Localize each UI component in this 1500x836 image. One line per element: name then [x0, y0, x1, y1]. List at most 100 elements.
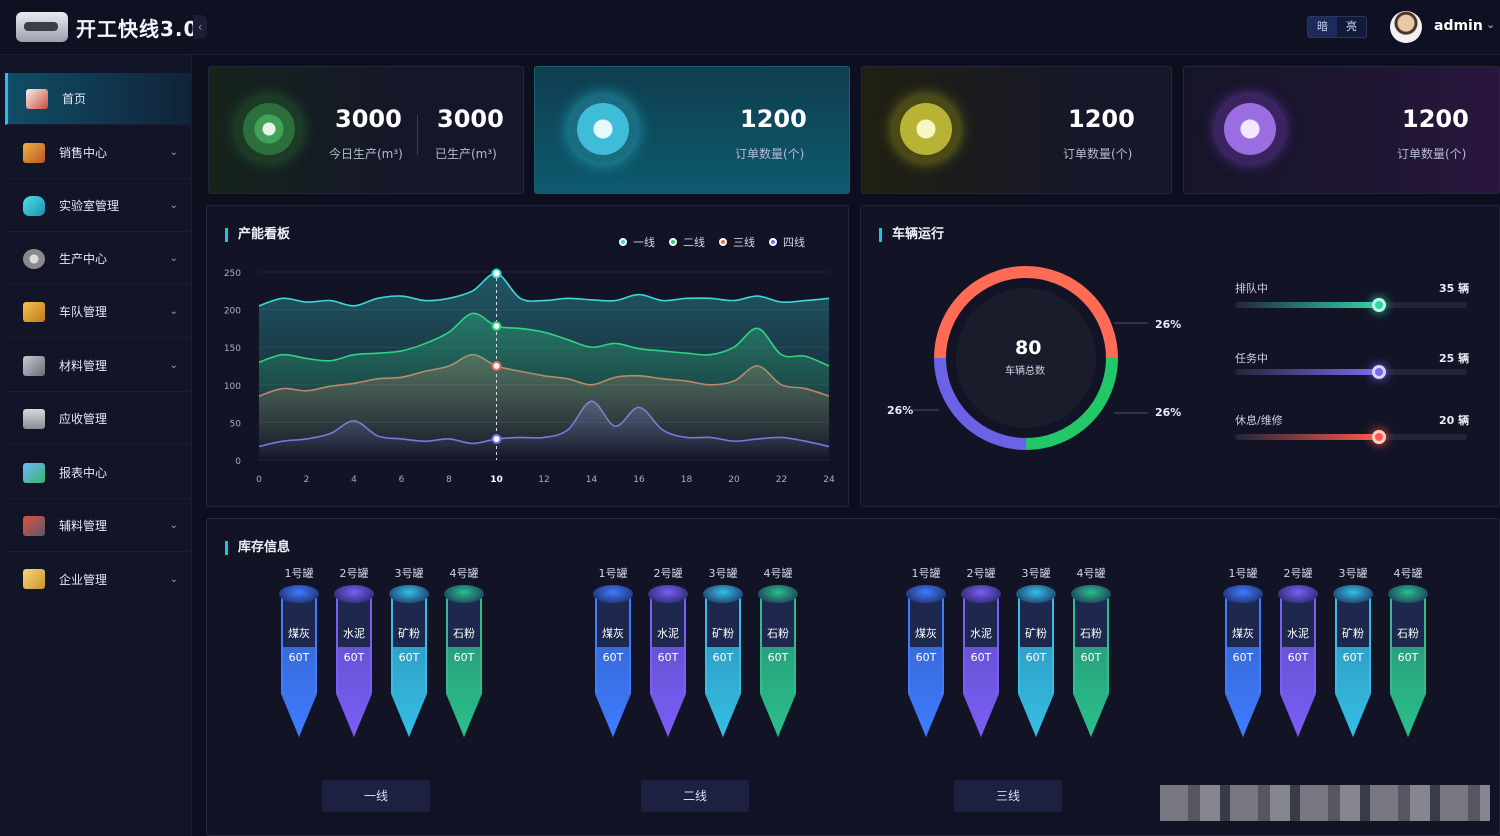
y-tick-label: 0: [235, 457, 241, 467]
tank[interactable]: 1号罐 煤灰 60T: [1218, 565, 1268, 737]
sidebar-item-receivables[interactable]: 应收管理: [5, 393, 192, 445]
sidebar-item-label: 生产中心: [59, 252, 108, 266]
y-tick-label: 150: [224, 344, 241, 354]
tank[interactable]: 4号罐 石粉 60T: [439, 565, 489, 737]
tank[interactable]: 3号罐 矿粉 60T: [698, 565, 748, 737]
tank-material: 煤灰: [602, 627, 624, 640]
tank-material: 煤灰: [915, 627, 937, 640]
vehicles-title: 车辆运行: [879, 228, 944, 242]
x-tick-label: 22: [776, 475, 787, 485]
sidebar-item-home[interactable]: 首页: [5, 73, 192, 125]
tank-material: 水泥: [657, 627, 679, 640]
calculator-icon: [23, 408, 45, 429]
cart-icon: [23, 515, 45, 536]
tank-quantity: 60T: [1287, 651, 1309, 664]
legend-item[interactable]: 一线: [619, 234, 655, 250]
tank-name: 3号罐: [708, 567, 738, 580]
line-selector-button[interactable]: 三线: [954, 780, 1062, 812]
theme-light-option[interactable]: 亮: [1346, 20, 1357, 33]
chevron-down-icon: ⌄: [169, 573, 178, 585]
tank-tube: 矿粉 60T: [389, 585, 429, 737]
y-tick-label: 100: [224, 382, 241, 392]
vehicle-status-value: 35 辆: [1439, 282, 1470, 295]
tank-tube: 石粉 60T: [1388, 585, 1428, 737]
tank-tube: 水泥 60T: [961, 585, 1001, 737]
sidebar-item-enterprise[interactable]: 企业管理 ⌄: [5, 553, 192, 605]
sidebar-item-lab[interactable]: 实验室管理 ⌄: [5, 180, 192, 232]
tank[interactable]: 3号罐 矿粉 60T: [384, 565, 434, 737]
produced-value: 3000: [437, 105, 504, 133]
tank-tube: 石粉 60T: [1071, 585, 1111, 737]
line-selector-button[interactable]: 一线: [322, 780, 430, 812]
collapse-sidebar-button[interactable]: ‹: [193, 15, 207, 39]
tank-tube: 石粉 60T: [444, 585, 484, 737]
tank[interactable]: 2号罐 水泥 60T: [329, 565, 379, 737]
donut-segment-rest: [934, 266, 1118, 450]
avatar[interactable]: [1390, 11, 1422, 43]
tank-quantity: 60T: [343, 651, 365, 664]
highlight-point-四线: [491, 433, 502, 444]
tank[interactable]: 4号罐 石粉 60T: [1066, 565, 1116, 737]
vehicle-status-label: 排队中: [1235, 282, 1268, 295]
legend-item[interactable]: 二线: [669, 234, 705, 250]
gear-icon: [235, 95, 303, 163]
tank[interactable]: 4号罐 石粉 60T: [1383, 565, 1433, 737]
top-bar: 开工快线3.0 暗 亮 admin ⌄: [0, 0, 1500, 55]
boxes-icon: [23, 355, 45, 376]
tank-material: 石粉: [1397, 627, 1419, 640]
legend-item[interactable]: 四线: [769, 234, 805, 250]
tank-group: 1号罐 煤灰 60T 2号罐 水泥 60T 3号罐: [274, 565, 496, 835]
tank-material: 石粉: [453, 627, 475, 640]
tank-material: 矿粉: [1342, 627, 1364, 640]
vehicle-status-fill: [1235, 434, 1379, 440]
capacity-panel: 产能看板 一线 二线 三线 四线 0 50 100 150 200 250 0 2 4 6 8 10 1…: [206, 205, 849, 507]
tank[interactable]: 1号罐 煤灰 60T: [588, 565, 638, 737]
tank[interactable]: 2号罐 水泥 60T: [956, 565, 1006, 737]
today-production-value: 3000: [335, 105, 402, 133]
vehicle-status-knob: [1371, 365, 1386, 379]
orders-label-3: 订单数量(个): [1397, 147, 1467, 161]
theme-dark-option[interactable]: 暗: [1308, 17, 1337, 37]
tank-name: 2号罐: [653, 567, 683, 580]
chevron-down-icon[interactable]: ⌄: [1486, 18, 1496, 31]
tank-name: 2号罐: [1283, 567, 1313, 580]
line-selector-button[interactable]: 二线: [641, 780, 749, 812]
tank[interactable]: 3号罐 矿粉 60T: [1328, 565, 1378, 737]
tank-material: 煤灰: [1232, 627, 1254, 640]
sidebar-item-label: 辅料管理: [59, 519, 108, 533]
sidebar-item-fleet[interactable]: 车队管理 ⌄: [5, 286, 192, 338]
chevron-down-icon: ⌄: [169, 306, 178, 317]
tank[interactable]: 2号罐 水泥 60T: [643, 565, 693, 737]
y-tick-label: 250: [224, 269, 241, 279]
sidebar-item-sales[interactable]: 销售中心 ⌄: [5, 127, 192, 179]
sidebar-item-reports[interactable]: 报表中心: [5, 447, 192, 499]
chart-legend: 一线 二线 三线 四线: [619, 234, 805, 250]
app-logo[interactable]: 开工快线3.0: [16, 12, 198, 42]
tank-tube: 水泥 60T: [334, 585, 374, 737]
tank[interactable]: 3号罐 矿粉 60T: [1011, 565, 1061, 737]
vehicle-status-label: 休息/维修: [1235, 414, 1283, 427]
vehicle-status-label: 任务中: [1235, 352, 1268, 365]
tank[interactable]: 1号罐 煤灰 60T: [901, 565, 951, 737]
tank-material: 石粉: [1080, 627, 1102, 640]
x-tick-label: 16: [633, 475, 645, 485]
sidebar-item-auxiliary[interactable]: 辅料管理 ⌄: [5, 500, 192, 552]
x-tick-label: 24: [823, 475, 835, 485]
order-doc-icon: [569, 95, 637, 163]
user-name[interactable]: admin: [1434, 18, 1483, 34]
tank[interactable]: 1号罐 煤灰 60T: [274, 565, 324, 737]
sidebar-item-materials[interactable]: 材料管理 ⌄: [5, 340, 192, 392]
vehicle-status-fill: [1235, 302, 1379, 308]
legend-item[interactable]: 三线: [719, 234, 755, 250]
tank-tube: 煤灰 60T: [593, 585, 633, 737]
theme-toggle[interactable]: 暗 亮: [1307, 16, 1367, 38]
tank[interactable]: 4号罐 石粉 60T: [753, 565, 803, 737]
tank-material: 煤灰: [288, 627, 310, 640]
tank-material: 矿粉: [1025, 627, 1047, 640]
sidebar-item-production[interactable]: 生产中心 ⌄: [5, 233, 192, 285]
tank-name: 4号罐: [449, 567, 479, 580]
tank-quantity: 60T: [288, 651, 310, 664]
y-tick-label: 200: [224, 307, 241, 317]
tank[interactable]: 2号罐 水泥 60T: [1273, 565, 1323, 737]
